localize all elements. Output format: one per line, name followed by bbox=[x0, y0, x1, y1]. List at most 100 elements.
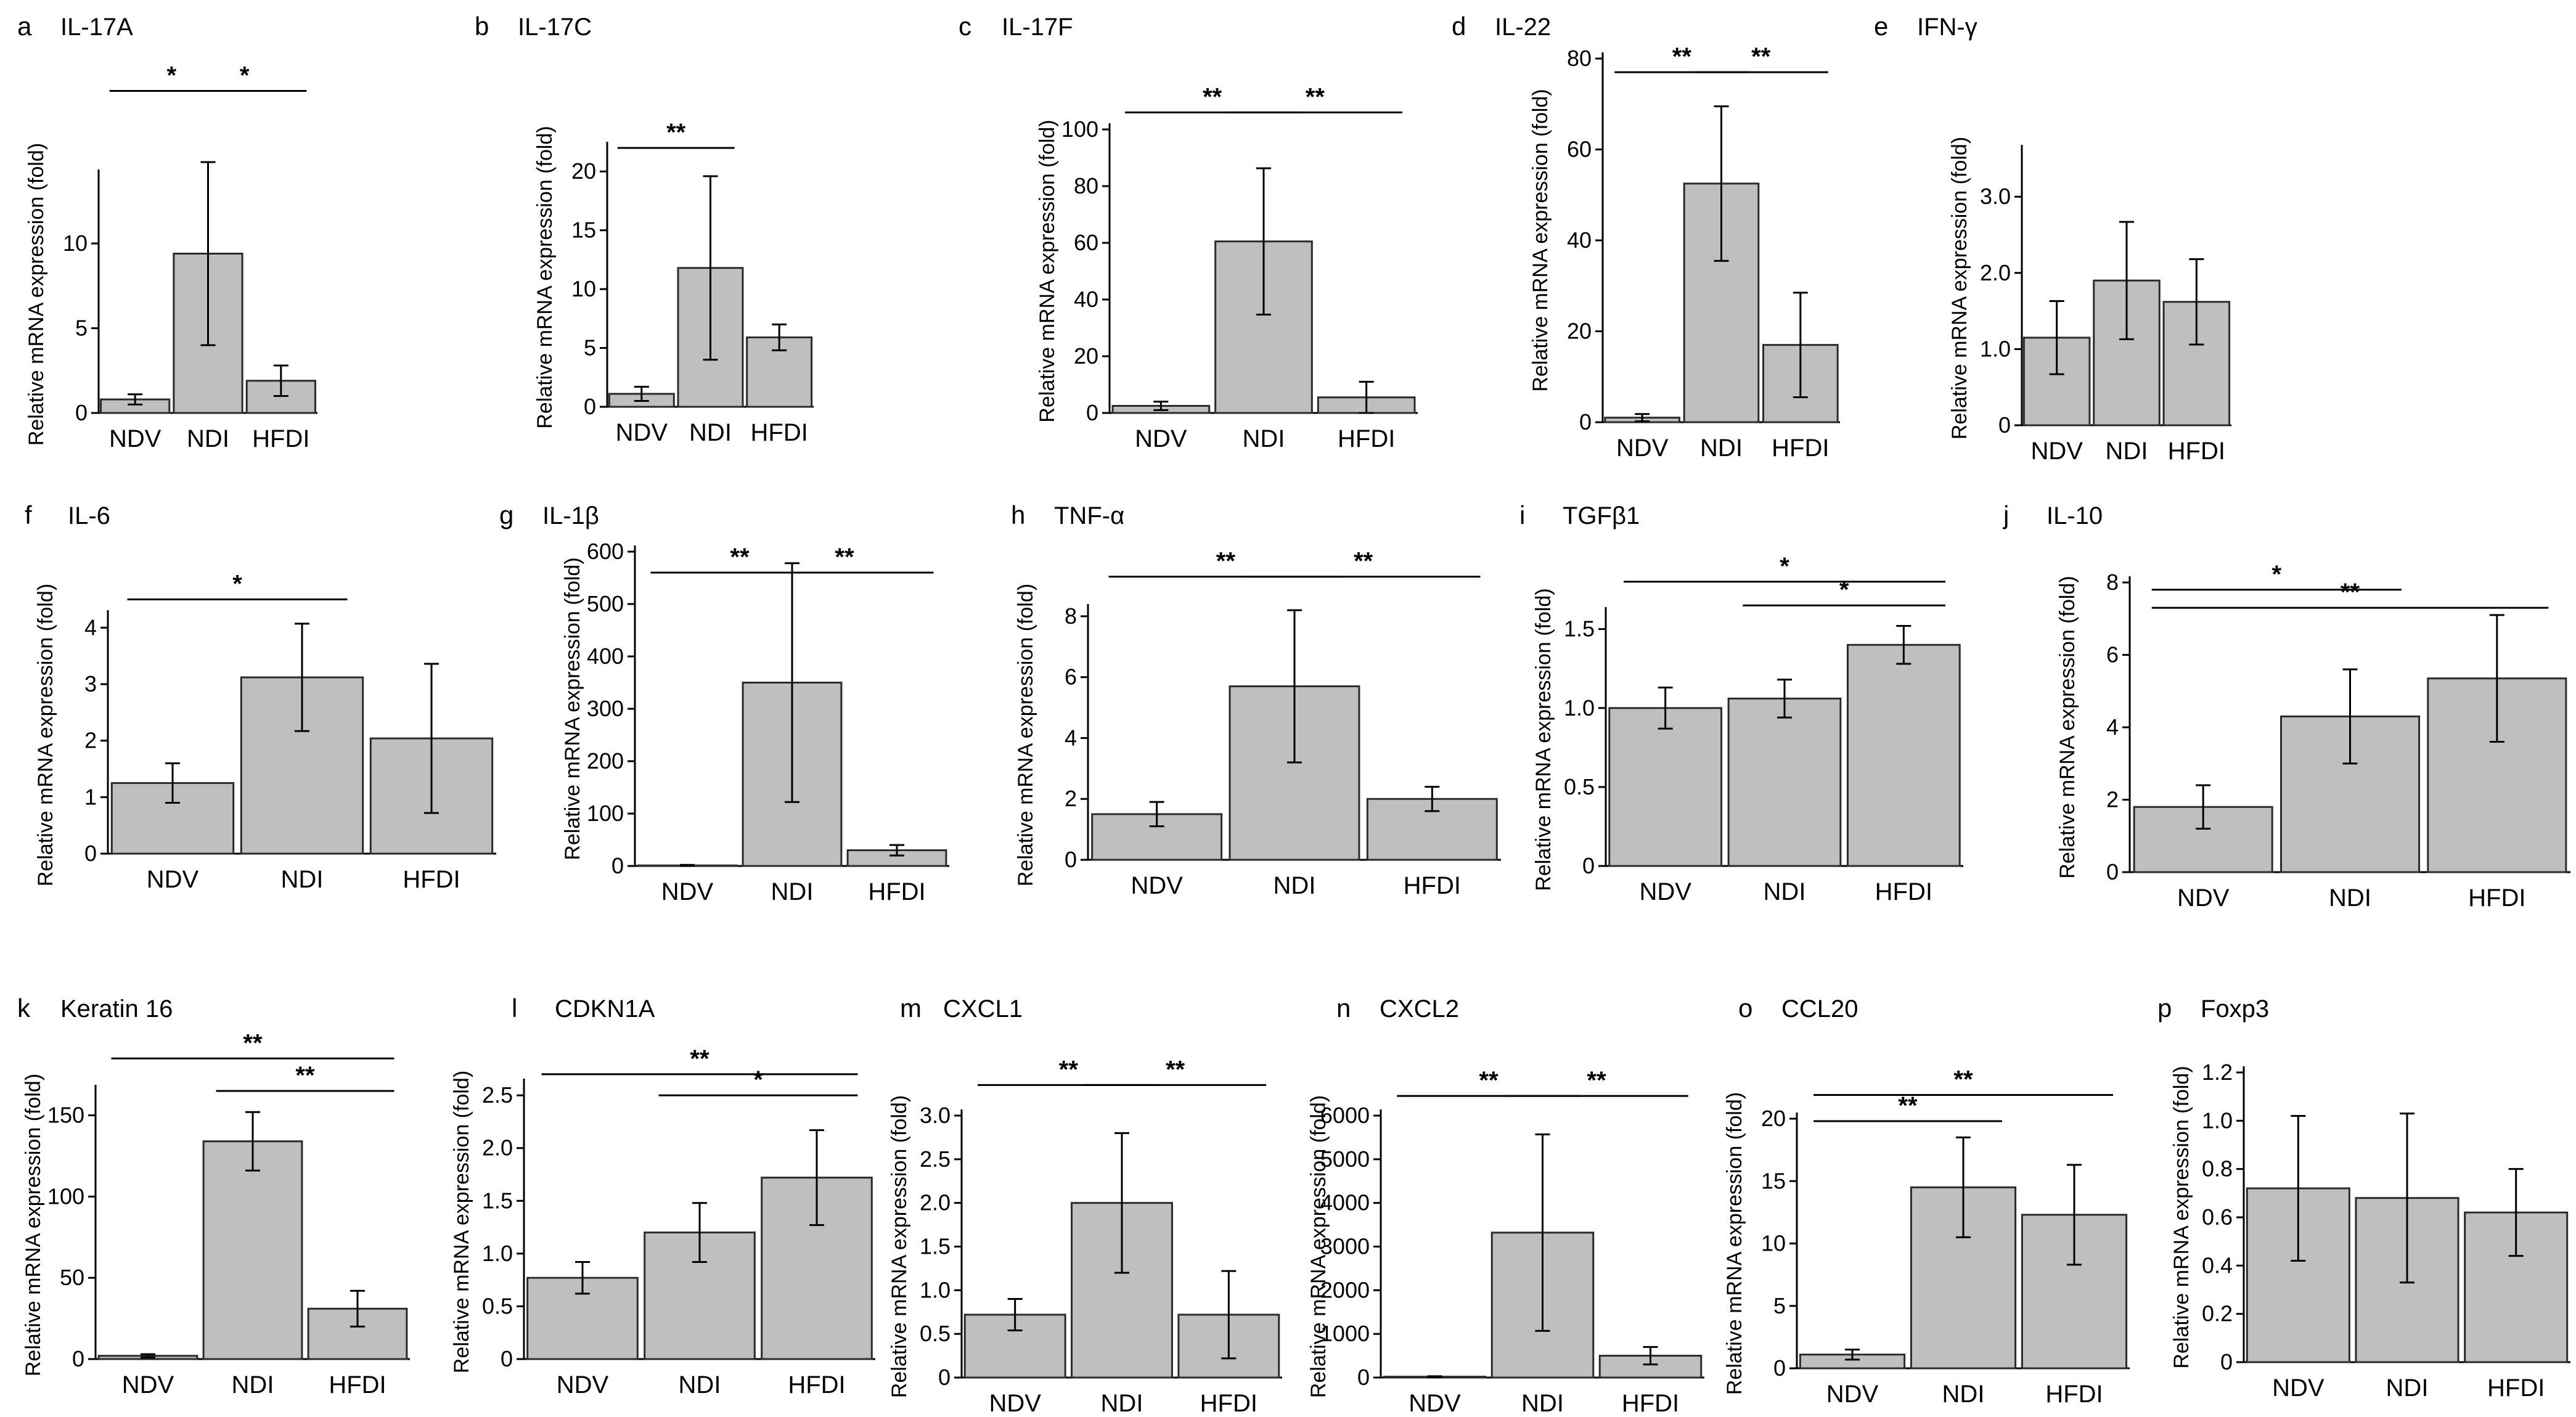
x-category-label: HFDI bbox=[1338, 425, 1395, 452]
y-axis-label: Relative mRNA expression (fold) bbox=[34, 584, 57, 886]
x-category-label: NDV bbox=[109, 425, 162, 452]
panel-label: l bbox=[512, 994, 517, 1023]
y-tick-label: 5000 bbox=[1320, 1146, 1370, 1172]
y-tick-label: 15 bbox=[571, 218, 596, 243]
y-tick-label: 300 bbox=[587, 696, 624, 721]
panel-label: g bbox=[499, 500, 513, 529]
x-category-label: NDI bbox=[1274, 872, 1316, 899]
x-category-label: HFDI bbox=[751, 419, 808, 446]
y-axis-label: Relative mRNA expression (fold) bbox=[1036, 120, 1059, 422]
x-category-label: NDI bbox=[689, 419, 732, 446]
chart-panel-l: l CDKN1A Relative mRNA expression (fold) 0 0… bbox=[450, 994, 875, 1399]
significance-marker: ** bbox=[1587, 1067, 1606, 1094]
panel-label: c bbox=[959, 12, 971, 41]
x-category-label: NDV bbox=[1639, 878, 1691, 905]
y-axis-label: Relative mRNA expression (fold) bbox=[1014, 584, 1037, 886]
y-tick-label: 50 bbox=[60, 1265, 84, 1290]
y-tick-label: 0 bbox=[1773, 1355, 1786, 1381]
y-tick-label: 2 bbox=[2106, 787, 2119, 812]
panel-label: h bbox=[1011, 500, 1025, 529]
x-category-label: HFDI bbox=[1622, 1390, 1679, 1417]
y-tick-label: 8 bbox=[1065, 603, 1077, 629]
panel-label: j bbox=[2002, 500, 2009, 529]
chart-panel-k: k Keratin 16 Relative mRNA expression (fol… bbox=[17, 994, 410, 1399]
significance-marker: * bbox=[2272, 561, 2282, 588]
y-tick-label: 600 bbox=[587, 539, 624, 564]
y-axis-label: Relative mRNA expression (fold) bbox=[888, 1095, 911, 1398]
chart-title: TNF-α bbox=[1054, 502, 1124, 529]
significance-marker: ** bbox=[690, 1045, 709, 1072]
bar-ndv bbox=[1608, 707, 1723, 867]
significance-marker: ** bbox=[1306, 83, 1325, 110]
x-category-label: HFDI bbox=[1875, 878, 1932, 905]
y-tick-label: 2 bbox=[84, 728, 97, 753]
y-tick-label: 0 bbox=[2220, 1349, 2233, 1374]
y-tick-label: 4 bbox=[84, 615, 97, 640]
y-tick-label: 4 bbox=[1065, 725, 1077, 750]
chart-title: CCL20 bbox=[1781, 995, 1858, 1023]
panel-label: d bbox=[1452, 12, 1466, 41]
y-tick-label: 1.5 bbox=[920, 1234, 951, 1259]
y-tick-label: 100 bbox=[587, 801, 624, 826]
y-tick-label: 0.2 bbox=[2202, 1301, 2233, 1326]
x-category-label: HFDI bbox=[2045, 1381, 2103, 1408]
x-category-label: NDI bbox=[1700, 435, 1743, 462]
y-tick-label: 6 bbox=[2106, 642, 2119, 668]
panel-label: k bbox=[17, 994, 31, 1023]
x-category-label: NDI bbox=[1942, 1381, 1985, 1408]
x-category-label: NDI bbox=[1764, 878, 1806, 905]
x-category-label: HFDI bbox=[403, 866, 460, 893]
x-category-label: NDI bbox=[187, 425, 229, 452]
y-tick-label: 500 bbox=[587, 591, 624, 616]
significance-marker: ** bbox=[835, 544, 854, 571]
y-tick-label: 20 bbox=[1074, 343, 1098, 369]
x-category-label: HFDI bbox=[329, 1371, 386, 1399]
y-tick-label: 6000 bbox=[1320, 1103, 1370, 1128]
y-tick-label: 2.0 bbox=[1980, 260, 2011, 285]
significance-marker: ** bbox=[1166, 1056, 1185, 1083]
y-tick-label: 10 bbox=[1761, 1231, 1786, 1256]
y-axis-label: Relative mRNA expression (fold) bbox=[2056, 576, 2079, 878]
y-tick-label: 1.0 bbox=[920, 1277, 951, 1302]
y-tick-label: 0 bbox=[2106, 859, 2119, 884]
bar-hfdi bbox=[1846, 643, 1961, 867]
y-tick-label: 0 bbox=[611, 853, 624, 878]
y-tick-label: 10 bbox=[63, 231, 88, 256]
significance-marker: ** bbox=[666, 119, 686, 146]
y-tick-label: 100 bbox=[47, 1183, 84, 1209]
y-axis-label: Relative mRNA expression (fold) bbox=[2170, 1066, 2193, 1368]
y-tick-label: 20 bbox=[1567, 319, 1592, 344]
chart-panel-b: b IL-17C Relative mRNA expression (fold) 0 5… bbox=[475, 12, 814, 446]
x-category-label: NDV bbox=[1409, 1390, 1461, 1417]
x-category-label: NDI bbox=[1101, 1390, 1143, 1417]
chart-panel-n: n CXCL2 Relative mRNA expression (fold) 0 10… bbox=[1307, 994, 1704, 1417]
chart-title: IL-6 bbox=[68, 502, 110, 529]
y-axis-label: Relative mRNA expression (fold) bbox=[1948, 137, 1971, 439]
chart-panel-m: m CXCL1 Relative mRNA expression (fold) 0 0.… bbox=[888, 994, 1282, 1417]
x-category-label: NDV bbox=[989, 1390, 1041, 1417]
chart-title: Keratin 16 bbox=[60, 995, 173, 1023]
y-tick-label: 2.5 bbox=[482, 1082, 513, 1108]
x-category-label: NDV bbox=[147, 866, 199, 893]
chart-title: TGFβ1 bbox=[1563, 502, 1640, 529]
chart-title: IL-17C bbox=[518, 14, 592, 41]
x-category-label: NDI bbox=[679, 1371, 721, 1399]
y-tick-label: 15 bbox=[1761, 1168, 1786, 1193]
significance-marker: * bbox=[1839, 576, 1849, 603]
y-tick-label: 20 bbox=[1761, 1106, 1786, 1131]
y-tick-label: 3 bbox=[84, 671, 97, 696]
significance-marker: ** bbox=[1354, 548, 1373, 575]
y-tick-label: 1.5 bbox=[482, 1188, 513, 1213]
y-tick-label: 8 bbox=[2106, 570, 2119, 595]
chart-panel-i: i TGFβ1 Relative mRNA expression (fold) 0 0.… bbox=[1519, 500, 1963, 905]
chart-panel-c: c IL-17F Relative mRNA expression (fold) 0 2… bbox=[959, 12, 1418, 452]
x-category-label: NDV bbox=[1131, 872, 1183, 899]
significance-marker: ** bbox=[1203, 83, 1222, 110]
y-tick-label: 80 bbox=[1074, 173, 1098, 198]
panel-label: a bbox=[17, 12, 32, 41]
x-category-label: NDI bbox=[771, 878, 814, 905]
y-axis-label: Relative mRNA expression (fold) bbox=[22, 1074, 45, 1376]
panel-label: f bbox=[25, 500, 32, 529]
y-tick-label: 0 bbox=[1357, 1365, 1370, 1390]
